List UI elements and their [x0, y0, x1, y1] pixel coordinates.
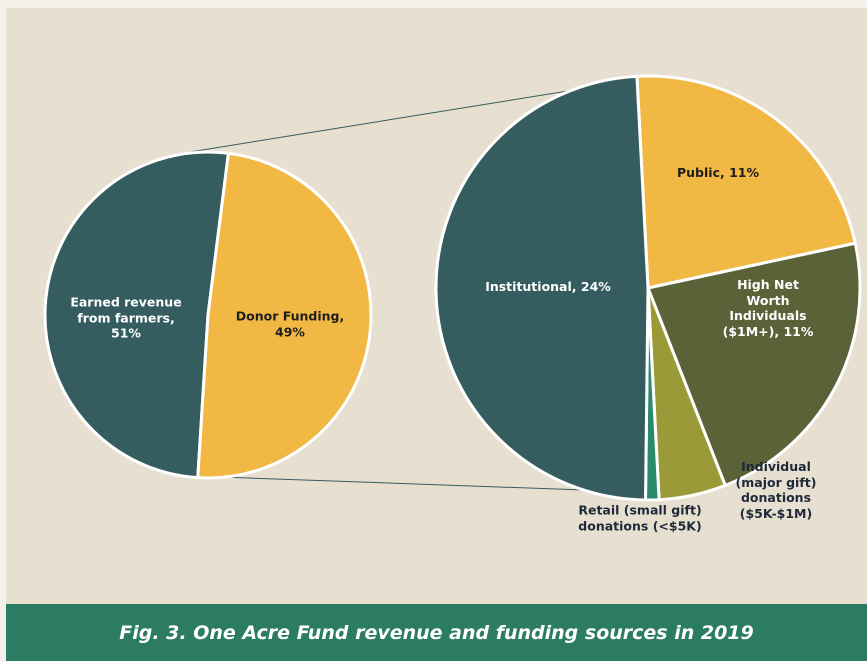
slice-label: Institutional, 24%	[485, 279, 611, 295]
pie-slice	[434, 74, 650, 502]
pie-slice	[43, 150, 230, 480]
slice-label: Donor Funding, 49%	[235, 308, 345, 339]
slice-label: High Net Worth Individuals ($1M+), 11%	[722, 276, 814, 339]
pie-slice	[635, 74, 857, 290]
slice-label: Public, 11%	[676, 165, 760, 181]
pie-slice	[646, 241, 862, 487]
connector-line	[189, 79, 637, 153]
chart-area: Earned revenue from farmers, 51% Donor Fu…	[6, 8, 867, 604]
caption: Fig. 3. One Acre Fund revenue and fundin…	[6, 604, 867, 661]
chart	[43, 74, 862, 502]
slice-label: Earned revenue from farmers, 51%	[70, 294, 182, 341]
pie-slice	[196, 151, 373, 480]
slice-label: Retail (small gift) donations (<$5K)	[578, 502, 702, 533]
slice-label: Individual (major gift) donations ($5K-$…	[735, 458, 817, 521]
